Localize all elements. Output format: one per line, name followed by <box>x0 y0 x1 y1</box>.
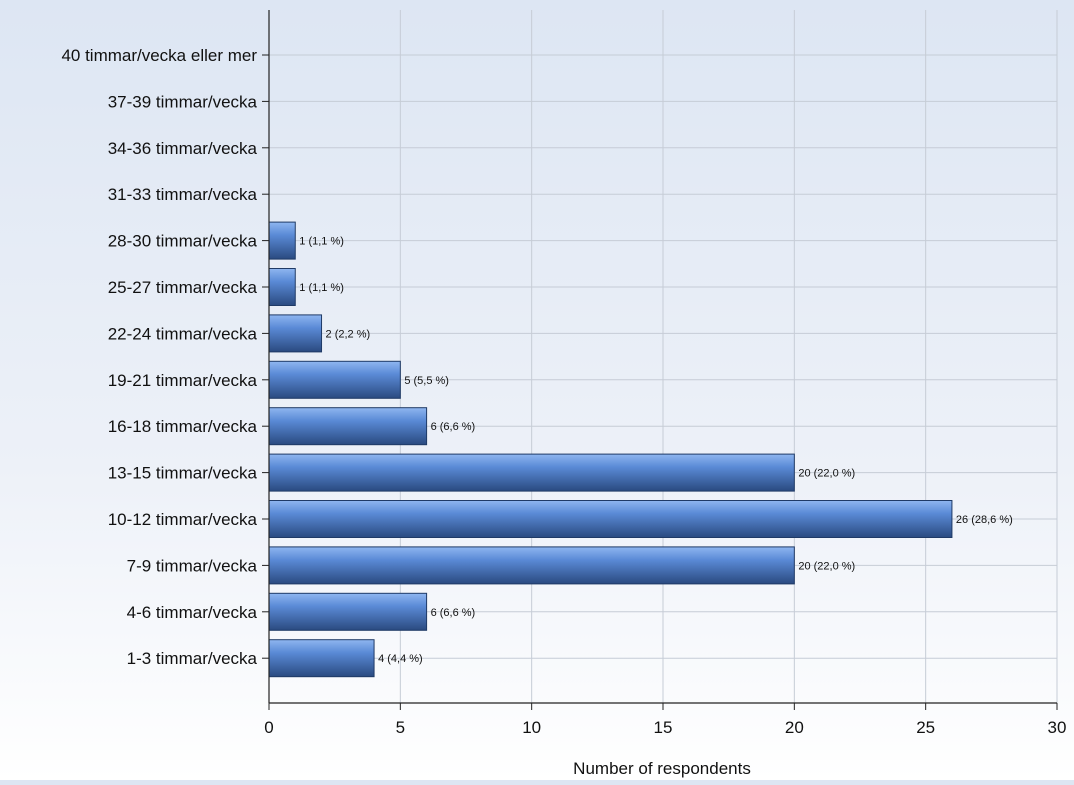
category-label: 31-33 timmar/vecka <box>108 185 258 204</box>
category-label: 28-30 timmar/vecka <box>108 232 258 251</box>
category-label: 16-18 timmar/vecka <box>108 417 258 436</box>
data-label: 1 (1,1 %) <box>299 236 344 248</box>
data-label: 20 (22,0 %) <box>798 468 855 480</box>
data-label: 1 (1,1 %) <box>299 282 344 294</box>
bar <box>268 360 401 399</box>
category-label: 4-6 timmar/vecka <box>127 603 258 622</box>
x-tick-label: 30 <box>1048 718 1067 737</box>
x-tick-label: 10 <box>522 718 541 737</box>
bar <box>268 268 296 306</box>
x-tick-label: 5 <box>396 718 405 737</box>
data-label: 26 (28,6 %) <box>956 514 1013 526</box>
data-label: 6 (6,6 %) <box>431 421 476 433</box>
bar <box>268 500 953 538</box>
bar <box>268 592 428 631</box>
bar <box>268 314 323 353</box>
bar <box>268 546 795 585</box>
x-tick-label: 20 <box>785 718 804 737</box>
category-label: 7-9 timmar/vecka <box>127 556 258 575</box>
bar <box>268 639 375 678</box>
category-label: 19-21 timmar/vecka <box>108 371 258 390</box>
x-tick-label: 0 <box>264 718 273 737</box>
category-label: 13-15 timmar/vecka <box>108 464 258 483</box>
bar <box>268 453 795 492</box>
data-label: 4 (4,4 %) <box>378 653 423 665</box>
category-label: 10-12 timmar/vecka <box>108 510 258 529</box>
bars <box>268 221 953 678</box>
bar <box>268 407 428 446</box>
category-label: 34-36 timmar/vecka <box>108 139 258 158</box>
category-label: 1-3 timmar/vecka <box>127 649 258 668</box>
data-label: 2 (2,2 %) <box>326 328 371 340</box>
data-label: 6 (6,6 %) <box>431 607 476 619</box>
category-label: 22-24 timmar/vecka <box>108 324 258 343</box>
data-label: 20 (22,0 %) <box>798 560 855 572</box>
category-label: 40 timmar/vecka eller mer <box>61 46 257 65</box>
bar <box>268 221 296 260</box>
x-tick-label: 15 <box>654 718 673 737</box>
axes <box>262 10 1058 710</box>
data-label: 5 (5,5 %) <box>404 375 449 387</box>
category-label: 37-39 timmar/vecka <box>108 92 258 111</box>
category-label: 25-27 timmar/vecka <box>108 278 258 297</box>
x-axis-title: Number of respondents <box>573 759 751 778</box>
labels: 0 5 10 15 20 25 30 40 timmar/vecka eller mer 37-… <box>61 46 1066 737</box>
x-tick-label: 25 <box>916 718 935 737</box>
